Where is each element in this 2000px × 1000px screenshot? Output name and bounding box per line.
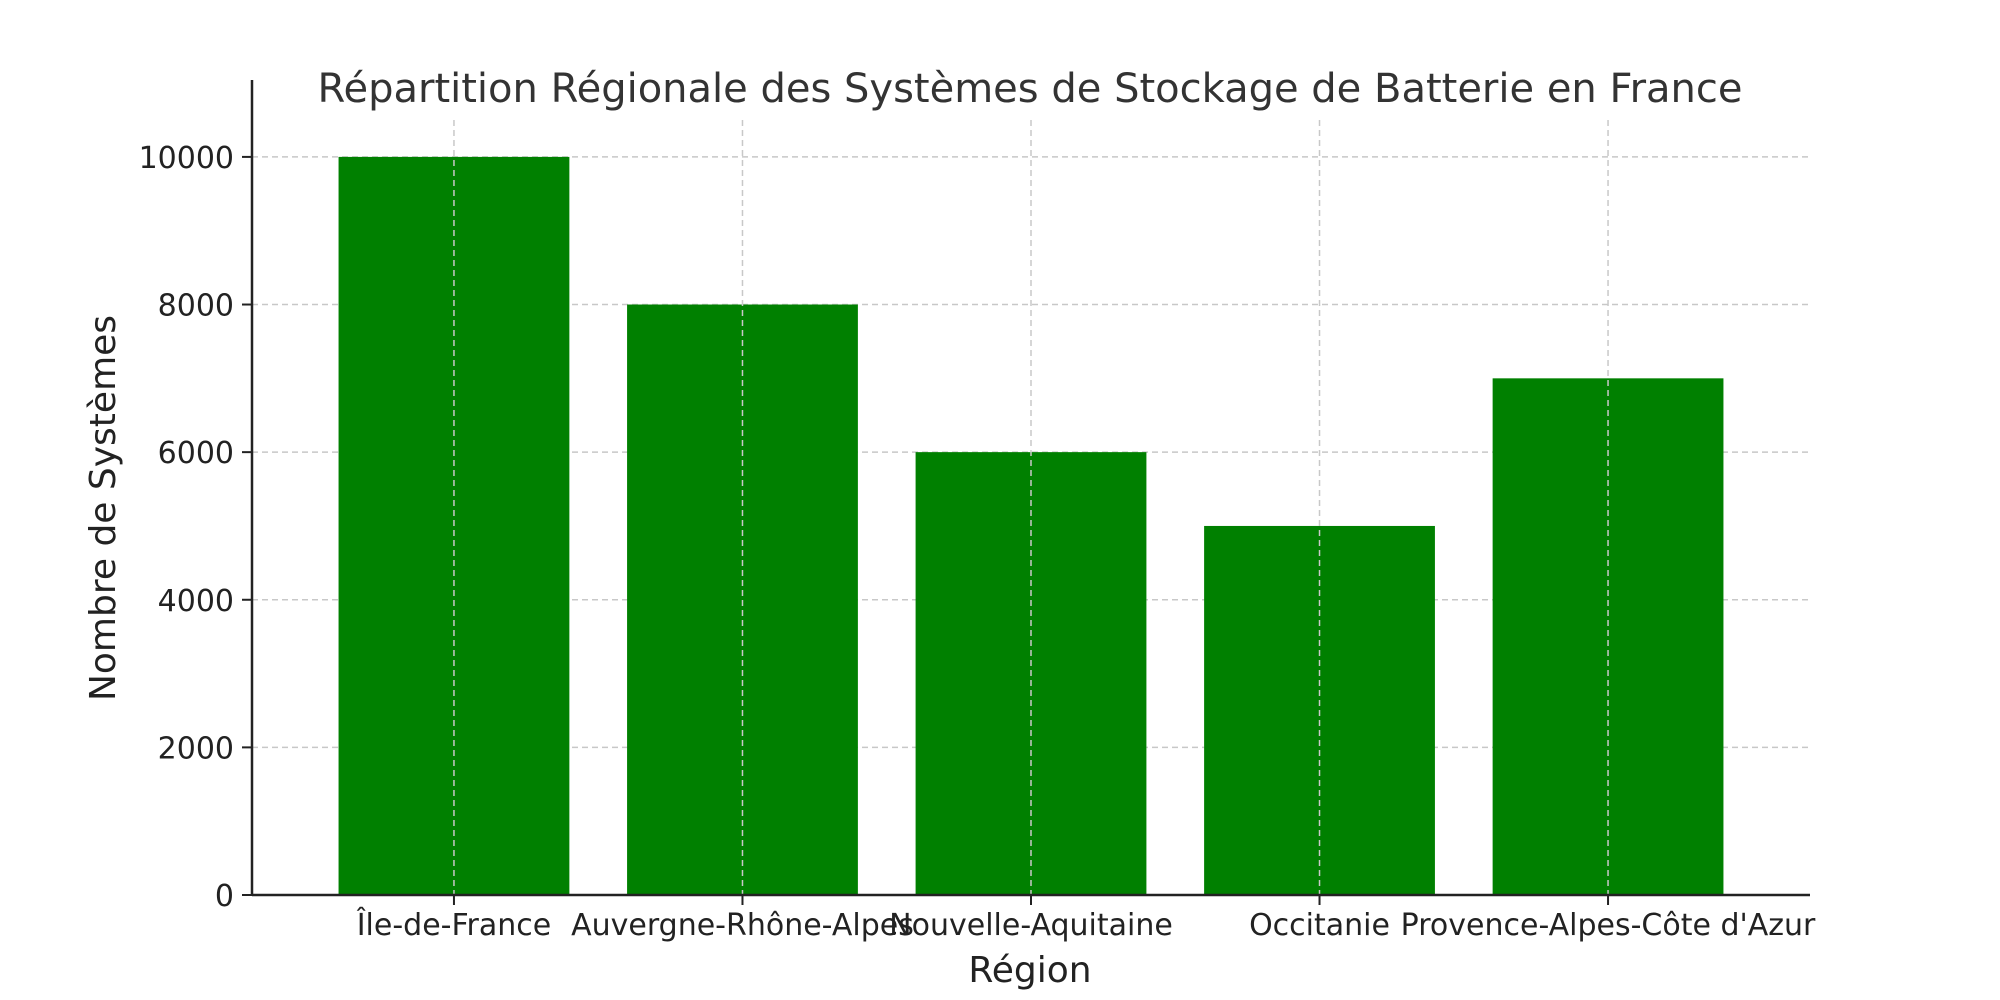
x-tick-label: Auvergne-Rhône-Alpes	[571, 908, 914, 943]
bars-layer	[338, 156, 1724, 895]
x-tick-label: Occitanie	[1249, 908, 1390, 943]
y-tick-label: 0	[215, 879, 234, 914]
y-ticks-layer: 0 2000 4000 6000 8000 10000	[139, 141, 252, 914]
x-ticks-layer: Île-de-France Auvergne-Rhône-AlpesNouvell…	[356, 895, 1816, 943]
vertical-grid-layer	[453, 120, 1609, 895]
x-tick-label: Provence-Alpes-Côte d'Azur	[1401, 908, 1816, 943]
x-tick-label: Île-de-France	[356, 907, 552, 943]
y-axis-label: Nombre de Systèmes	[83, 315, 124, 701]
x-tick-label: Nouvelle-Aquitaine	[889, 908, 1173, 943]
x-axis-label: Région	[968, 950, 1091, 991]
y-tick-label: 10000	[139, 141, 234, 176]
y-tick-label: 6000	[158, 436, 234, 471]
y-tick-label: 4000	[158, 584, 234, 619]
y-tick-label: 2000	[158, 731, 234, 766]
chart-title: Répartition Régionale des Systèmes de St…	[318, 66, 1743, 112]
y-tick-label: 8000	[158, 289, 234, 324]
